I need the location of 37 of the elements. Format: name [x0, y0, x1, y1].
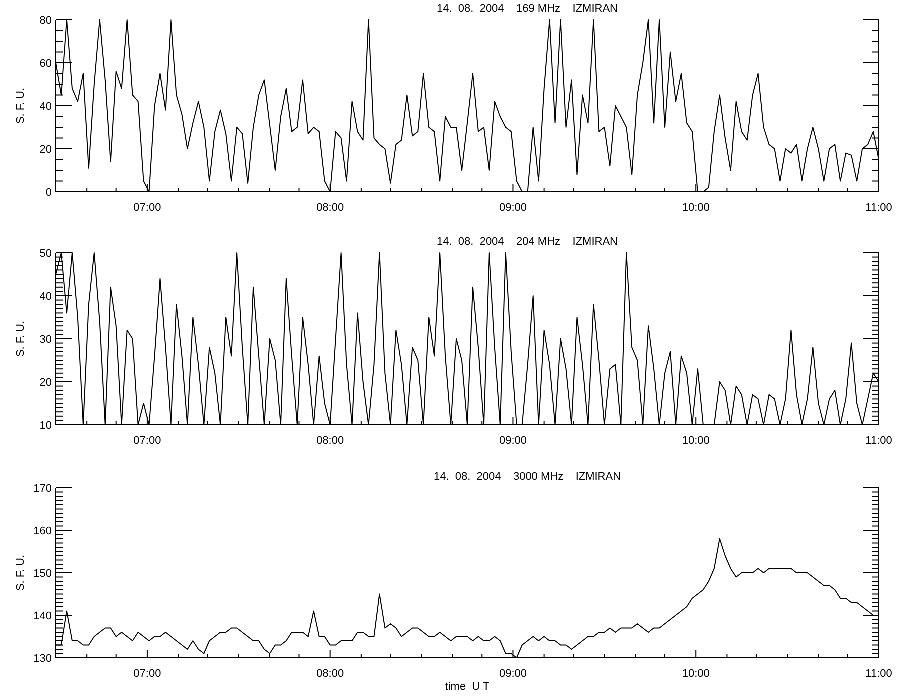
x-axis-title: time U T [445, 681, 490, 693]
y-tick-label: 0 [46, 187, 52, 199]
x-tick-label: 07:00 [134, 668, 162, 680]
y-tick-label: 40 [40, 101, 52, 113]
y-tick-label: 160 [34, 526, 52, 538]
y-tick-label: 20 [40, 377, 52, 389]
y-tick-label: 130 [34, 653, 52, 665]
y-tick-label: 60 [40, 58, 52, 70]
chart-title: 14. 08. 2004 169 MHz IZMIRAN [437, 3, 618, 15]
y-tick-label: 30 [40, 334, 52, 346]
y-axis-title: S. F. U. [15, 554, 27, 592]
y-tick-label: 150 [34, 568, 52, 580]
y-axis-title: S. F. U. [15, 88, 27, 124]
y-tick-label: 20 [40, 144, 52, 156]
x-tick-label: 07:00 [134, 435, 162, 447]
x-tick-label: 08:00 [316, 668, 344, 680]
y-tick-label: 140 [34, 610, 52, 622]
y-tick-label: 10 [40, 420, 52, 432]
y-tick-label: 80 [40, 15, 52, 27]
chart-title: 14. 08. 2004 204 MHz IZMIRAN [437, 236, 618, 248]
y-tick-label: 170 [34, 483, 52, 495]
x-tick-label: 10:00 [682, 435, 710, 447]
x-tick-label: 11:00 [866, 668, 892, 680]
chart-title: 14. 08. 2004 3000 MHz IZMIRAN [434, 471, 622, 483]
x-tick-label: 10:00 [682, 202, 710, 214]
x-tick-label: 09:00 [499, 668, 527, 680]
x-tick-label: 11:00 [866, 202, 892, 214]
x-tick-label: 08:00 [316, 435, 344, 447]
x-tick-label: 09:00 [499, 202, 527, 214]
x-tick-label: 08:00 [316, 202, 344, 214]
x-tick-label: 07:00 [134, 202, 162, 214]
y-tick-label: 50 [40, 248, 52, 260]
y-tick-label: 40 [40, 291, 52, 303]
y-axis-title: S. F. U. [15, 320, 27, 358]
x-tick-label: 10:00 [682, 668, 710, 680]
x-tick-label: 09:00 [499, 435, 527, 447]
x-tick-label: 11:00 [866, 435, 892, 447]
